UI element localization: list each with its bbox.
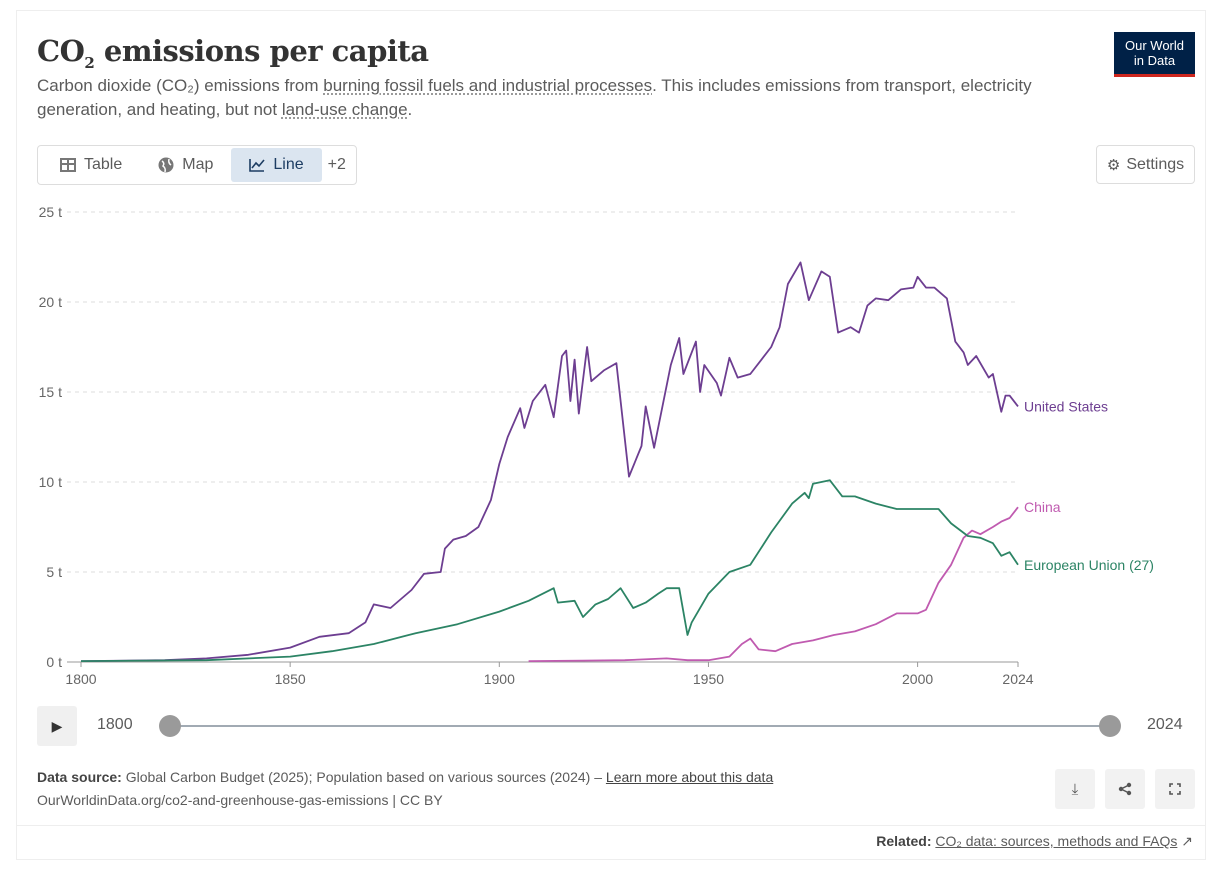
series-label-us: United States bbox=[1024, 398, 1108, 414]
fullscreen-button[interactable] bbox=[1155, 769, 1195, 809]
chart-frame bbox=[16, 10, 1206, 860]
learn-more-link[interactable]: Learn more about this data bbox=[605, 769, 774, 785]
settings-button[interactable]: ⚙ Settings bbox=[1096, 145, 1195, 184]
line-chart: 0 t 5 t 10 t 15 t 20 t 25 t 1800 1850 1900 1950 20… bbox=[39, 204, 1154, 687]
y-tick-label: 10 t bbox=[39, 474, 62, 490]
title-subscript: 2 bbox=[84, 53, 95, 72]
tab-label: Line bbox=[273, 156, 304, 173]
fossil-fuels-definition-link[interactable]: burning fossil fuels and industrial proc… bbox=[323, 76, 653, 95]
timeline-track[interactable] bbox=[170, 725, 1110, 727]
tab-table[interactable]: Table bbox=[42, 148, 140, 182]
title-text-rest: emissions per capita bbox=[94, 34, 429, 68]
logo-line: Our World bbox=[1125, 38, 1184, 53]
external-link-icon: ↗ bbox=[1181, 833, 1193, 849]
timeline-start-label: 1800 bbox=[97, 716, 133, 733]
download-icon: ⤓ bbox=[1071, 780, 1079, 798]
data-source: Data source: Global Carbon Budget (2025)… bbox=[37, 766, 773, 812]
play-icon: ▶ bbox=[51, 717, 63, 734]
tab-line[interactable]: Line bbox=[231, 148, 322, 182]
related-faq-link[interactable]: CO₂ data: sources, methods and FAQs bbox=[935, 833, 1178, 849]
owid-logo[interactable]: Our World in Data bbox=[1114, 32, 1195, 77]
y-tick-label: 5 t bbox=[46, 564, 62, 580]
timeline-end-label: 2024 bbox=[1147, 716, 1183, 733]
y-tick-label: 0 t bbox=[46, 654, 62, 670]
subtitle-text: Carbon dioxide (CO₂) emissions from bbox=[37, 76, 324, 95]
series-label-eu: European Union (27) bbox=[1024, 557, 1154, 573]
y-tick-label: 15 t bbox=[39, 384, 62, 400]
logo-line: in Data bbox=[1133, 53, 1176, 68]
x-tick-label: 1850 bbox=[275, 671, 306, 687]
source-text: Global Carbon Budget (2025); Population … bbox=[121, 769, 606, 785]
series-line-eu bbox=[80, 479, 1019, 662]
tab-label: Map bbox=[182, 156, 214, 173]
download-button[interactable]: ⤓ bbox=[1055, 769, 1095, 809]
settings-label: Settings bbox=[1126, 155, 1185, 173]
subtitle-text: . This includes emissions from transport… bbox=[37, 76, 1032, 119]
land-use-definition-link[interactable]: land-use change bbox=[281, 100, 408, 119]
series-label-china: China bbox=[1024, 499, 1061, 515]
subtitle-text: . bbox=[407, 100, 413, 119]
line-chart-icon bbox=[249, 159, 265, 172]
chart-title: CO2 emissions per capita bbox=[37, 34, 429, 72]
gear-icon: ⚙ bbox=[1106, 156, 1121, 174]
x-tick-label: 1900 bbox=[484, 671, 515, 687]
x-tick-label: 2024 bbox=[1002, 671, 1033, 687]
play-button[interactable]: ▶ bbox=[37, 706, 77, 746]
x-tick-label: 2000 bbox=[902, 671, 933, 687]
title-text: CO bbox=[37, 34, 85, 68]
y-tick-label: 20 t bbox=[39, 294, 62, 310]
related-link-row: Related: CO₂ data: sources, methods and … bbox=[876, 833, 1193, 850]
series-line-china bbox=[528, 506, 1019, 662]
tab-map[interactable]: Map bbox=[140, 148, 231, 182]
chart-subtitle: Carbon dioxide (CO₂) emissions from burn… bbox=[37, 74, 1047, 122]
x-tick-label: 1800 bbox=[65, 671, 96, 687]
y-tick-label: 25 t bbox=[39, 204, 62, 220]
source-label: Data source: bbox=[37, 769, 122, 785]
more-tabs-button[interactable]: +2 bbox=[327, 156, 346, 173]
globe-icon bbox=[158, 157, 174, 173]
timeline-end-handle[interactable] bbox=[1099, 715, 1121, 737]
footer-divider bbox=[17, 825, 1205, 826]
share-button[interactable] bbox=[1105, 769, 1145, 809]
tab-label: Table bbox=[84, 156, 123, 173]
fullscreen-icon bbox=[1169, 783, 1181, 795]
view-tabs: Table Map Line +2 bbox=[37, 145, 357, 185]
share-icon bbox=[1118, 782, 1132, 796]
related-label: Related: bbox=[876, 833, 932, 849]
x-tick-label: 1950 bbox=[693, 671, 724, 687]
timeline-start-handle[interactable] bbox=[159, 715, 181, 737]
source-url[interactable]: OurWorldinData.org/co2-and-greenhouse-ga… bbox=[37, 792, 443, 808]
series-line-us bbox=[80, 261, 1019, 662]
table-icon bbox=[60, 158, 76, 172]
